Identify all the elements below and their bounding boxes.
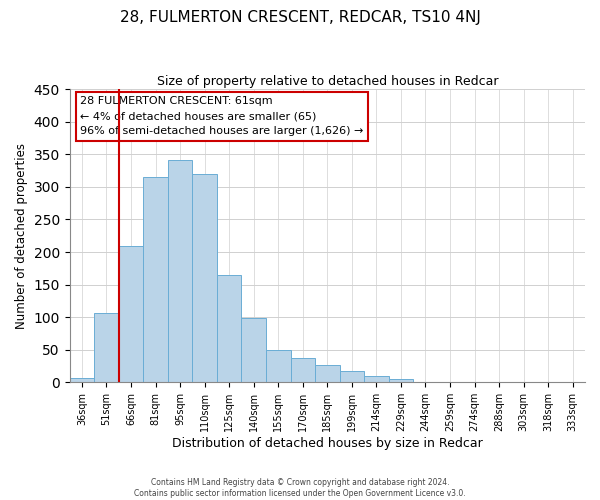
Bar bbox=[119, 246, 143, 382]
Bar bbox=[241, 318, 266, 382]
Bar bbox=[364, 376, 389, 382]
Text: 28 FULMERTON CRESCENT: 61sqm
← 4% of detached houses are smaller (65)
96% of sem: 28 FULMERTON CRESCENT: 61sqm ← 4% of det… bbox=[80, 96, 364, 136]
Title: Size of property relative to detached houses in Redcar: Size of property relative to detached ho… bbox=[157, 75, 498, 88]
Bar bbox=[70, 378, 94, 382]
Bar bbox=[389, 379, 413, 382]
Bar bbox=[193, 174, 217, 382]
Bar bbox=[168, 160, 193, 382]
Bar bbox=[290, 358, 315, 382]
Text: 28, FULMERTON CRESCENT, REDCAR, TS10 4NJ: 28, FULMERTON CRESCENT, REDCAR, TS10 4NJ bbox=[119, 10, 481, 25]
Bar bbox=[217, 275, 241, 382]
Bar bbox=[315, 365, 340, 382]
Bar bbox=[266, 350, 290, 382]
Text: Contains HM Land Registry data © Crown copyright and database right 2024.
Contai: Contains HM Land Registry data © Crown c… bbox=[134, 478, 466, 498]
Bar bbox=[143, 177, 168, 382]
X-axis label: Distribution of detached houses by size in Redcar: Distribution of detached houses by size … bbox=[172, 437, 483, 450]
Bar bbox=[340, 370, 364, 382]
Y-axis label: Number of detached properties: Number of detached properties bbox=[15, 143, 28, 329]
Bar bbox=[94, 312, 119, 382]
